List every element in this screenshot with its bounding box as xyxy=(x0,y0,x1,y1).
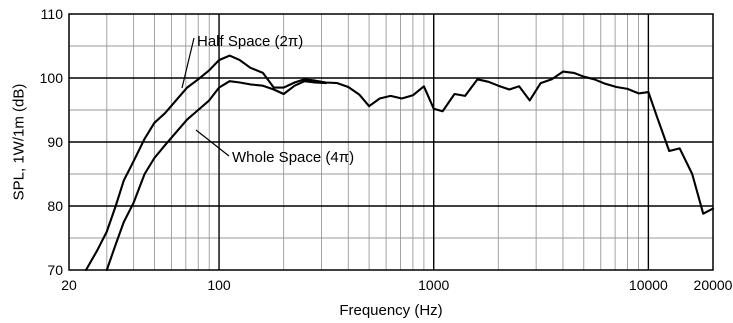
x-tick-label: 1000 xyxy=(418,277,449,293)
annotations: Half Space (2π) Whole Space (4π) xyxy=(181,33,354,166)
series-layer xyxy=(84,54,715,272)
y-axis-title: SPL, 1W/1m (dB) xyxy=(10,84,27,201)
whole-space-leader-line xyxy=(195,129,230,157)
y-tick-label: 80 xyxy=(47,198,63,214)
x-tick-label: 10000 xyxy=(629,277,668,293)
half-space-leader-line xyxy=(181,37,195,89)
whole-space-label: Whole Space (4π) xyxy=(232,149,354,166)
y-tick-label: 110 xyxy=(41,6,64,22)
x-tick-label: 20 xyxy=(61,277,77,293)
plot-frame xyxy=(68,13,714,271)
half-space-label: Half Space (2π) xyxy=(197,33,303,50)
y-tick-label: 70 xyxy=(47,262,63,278)
y-tick-labels: 70 80 90 100 110 xyxy=(40,6,64,278)
x-axis-title: Frequency (Hz) xyxy=(339,302,442,319)
x-tick-label: 100 xyxy=(207,277,231,293)
y-tick-label: 90 xyxy=(47,134,63,150)
x-tick-label: 20000 xyxy=(694,277,733,293)
half-space-series-line xyxy=(84,54,715,272)
x-tick-labels: 20 100 1000 10000 20000 xyxy=(61,277,732,293)
y-tick-label: 100 xyxy=(40,70,64,86)
whole-space-series-line xyxy=(105,80,328,272)
major-grid xyxy=(69,14,713,270)
